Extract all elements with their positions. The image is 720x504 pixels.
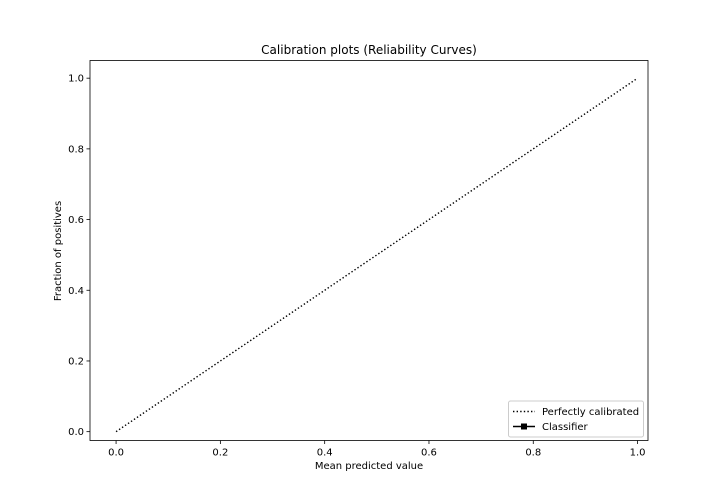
y-axis-label: Fraction of positives bbox=[53, 201, 64, 301]
y-tick-label: 0.8 bbox=[68, 144, 84, 155]
legend-box bbox=[508, 400, 644, 438]
x-tick-label: 0.6 bbox=[421, 448, 437, 459]
legend-label-perfectly-calibrated: Perfectly calibrated bbox=[542, 407, 639, 418]
y-axis-ticks: 0.0 0.2 0.4 0.6 0.8 1.0 bbox=[68, 74, 90, 438]
x-tick-label: 0.2 bbox=[212, 448, 228, 459]
series-layer bbox=[115, 77, 638, 433]
legend: Perfectly calibrated Classifier bbox=[508, 400, 644, 438]
x-tick-label: 0.4 bbox=[317, 448, 333, 459]
x-tick-label: 0.8 bbox=[525, 448, 541, 459]
plot-frame bbox=[89, 60, 649, 441]
y-tick-label: 0.2 bbox=[68, 356, 84, 367]
legend-label-classifier: Classifier bbox=[542, 422, 589, 433]
legend-marker-classifier bbox=[521, 423, 527, 430]
x-tick-label: 0.0 bbox=[108, 448, 124, 459]
x-axis-label: Mean predicted value bbox=[315, 461, 423, 472]
series-line-perfectly-calibrated bbox=[115, 77, 638, 433]
x-tick-label: 1.0 bbox=[630, 448, 646, 459]
y-tick-label: 0.6 bbox=[68, 215, 84, 226]
y-tick-label: 0.0 bbox=[68, 427, 84, 438]
x-axis-ticks: 0.0 0.2 0.4 0.6 0.8 1.0 bbox=[108, 440, 646, 459]
chart-title: Calibration plots (Reliability Curves) bbox=[261, 43, 477, 57]
y-tick-label: 1.0 bbox=[68, 74, 84, 85]
y-tick-label: 0.4 bbox=[68, 286, 84, 297]
